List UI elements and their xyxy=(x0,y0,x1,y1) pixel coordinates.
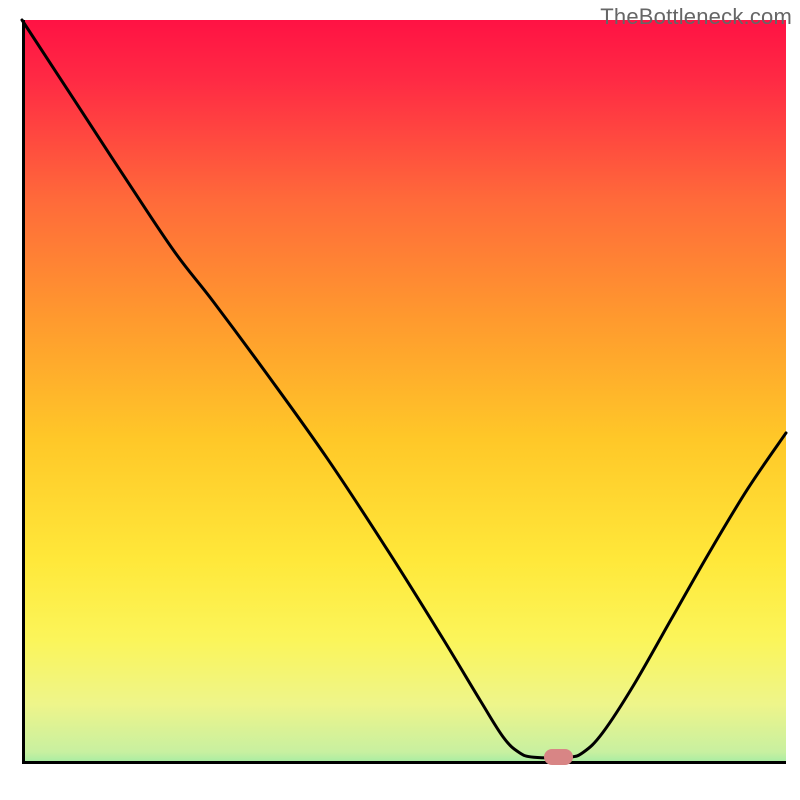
bottleneck-chart: TheBottleneck.com xyxy=(0,0,800,800)
watermark-text: TheBottleneck.com xyxy=(600,4,792,30)
optimal-point-marker xyxy=(544,749,573,765)
bottleneck-curve xyxy=(22,20,786,764)
